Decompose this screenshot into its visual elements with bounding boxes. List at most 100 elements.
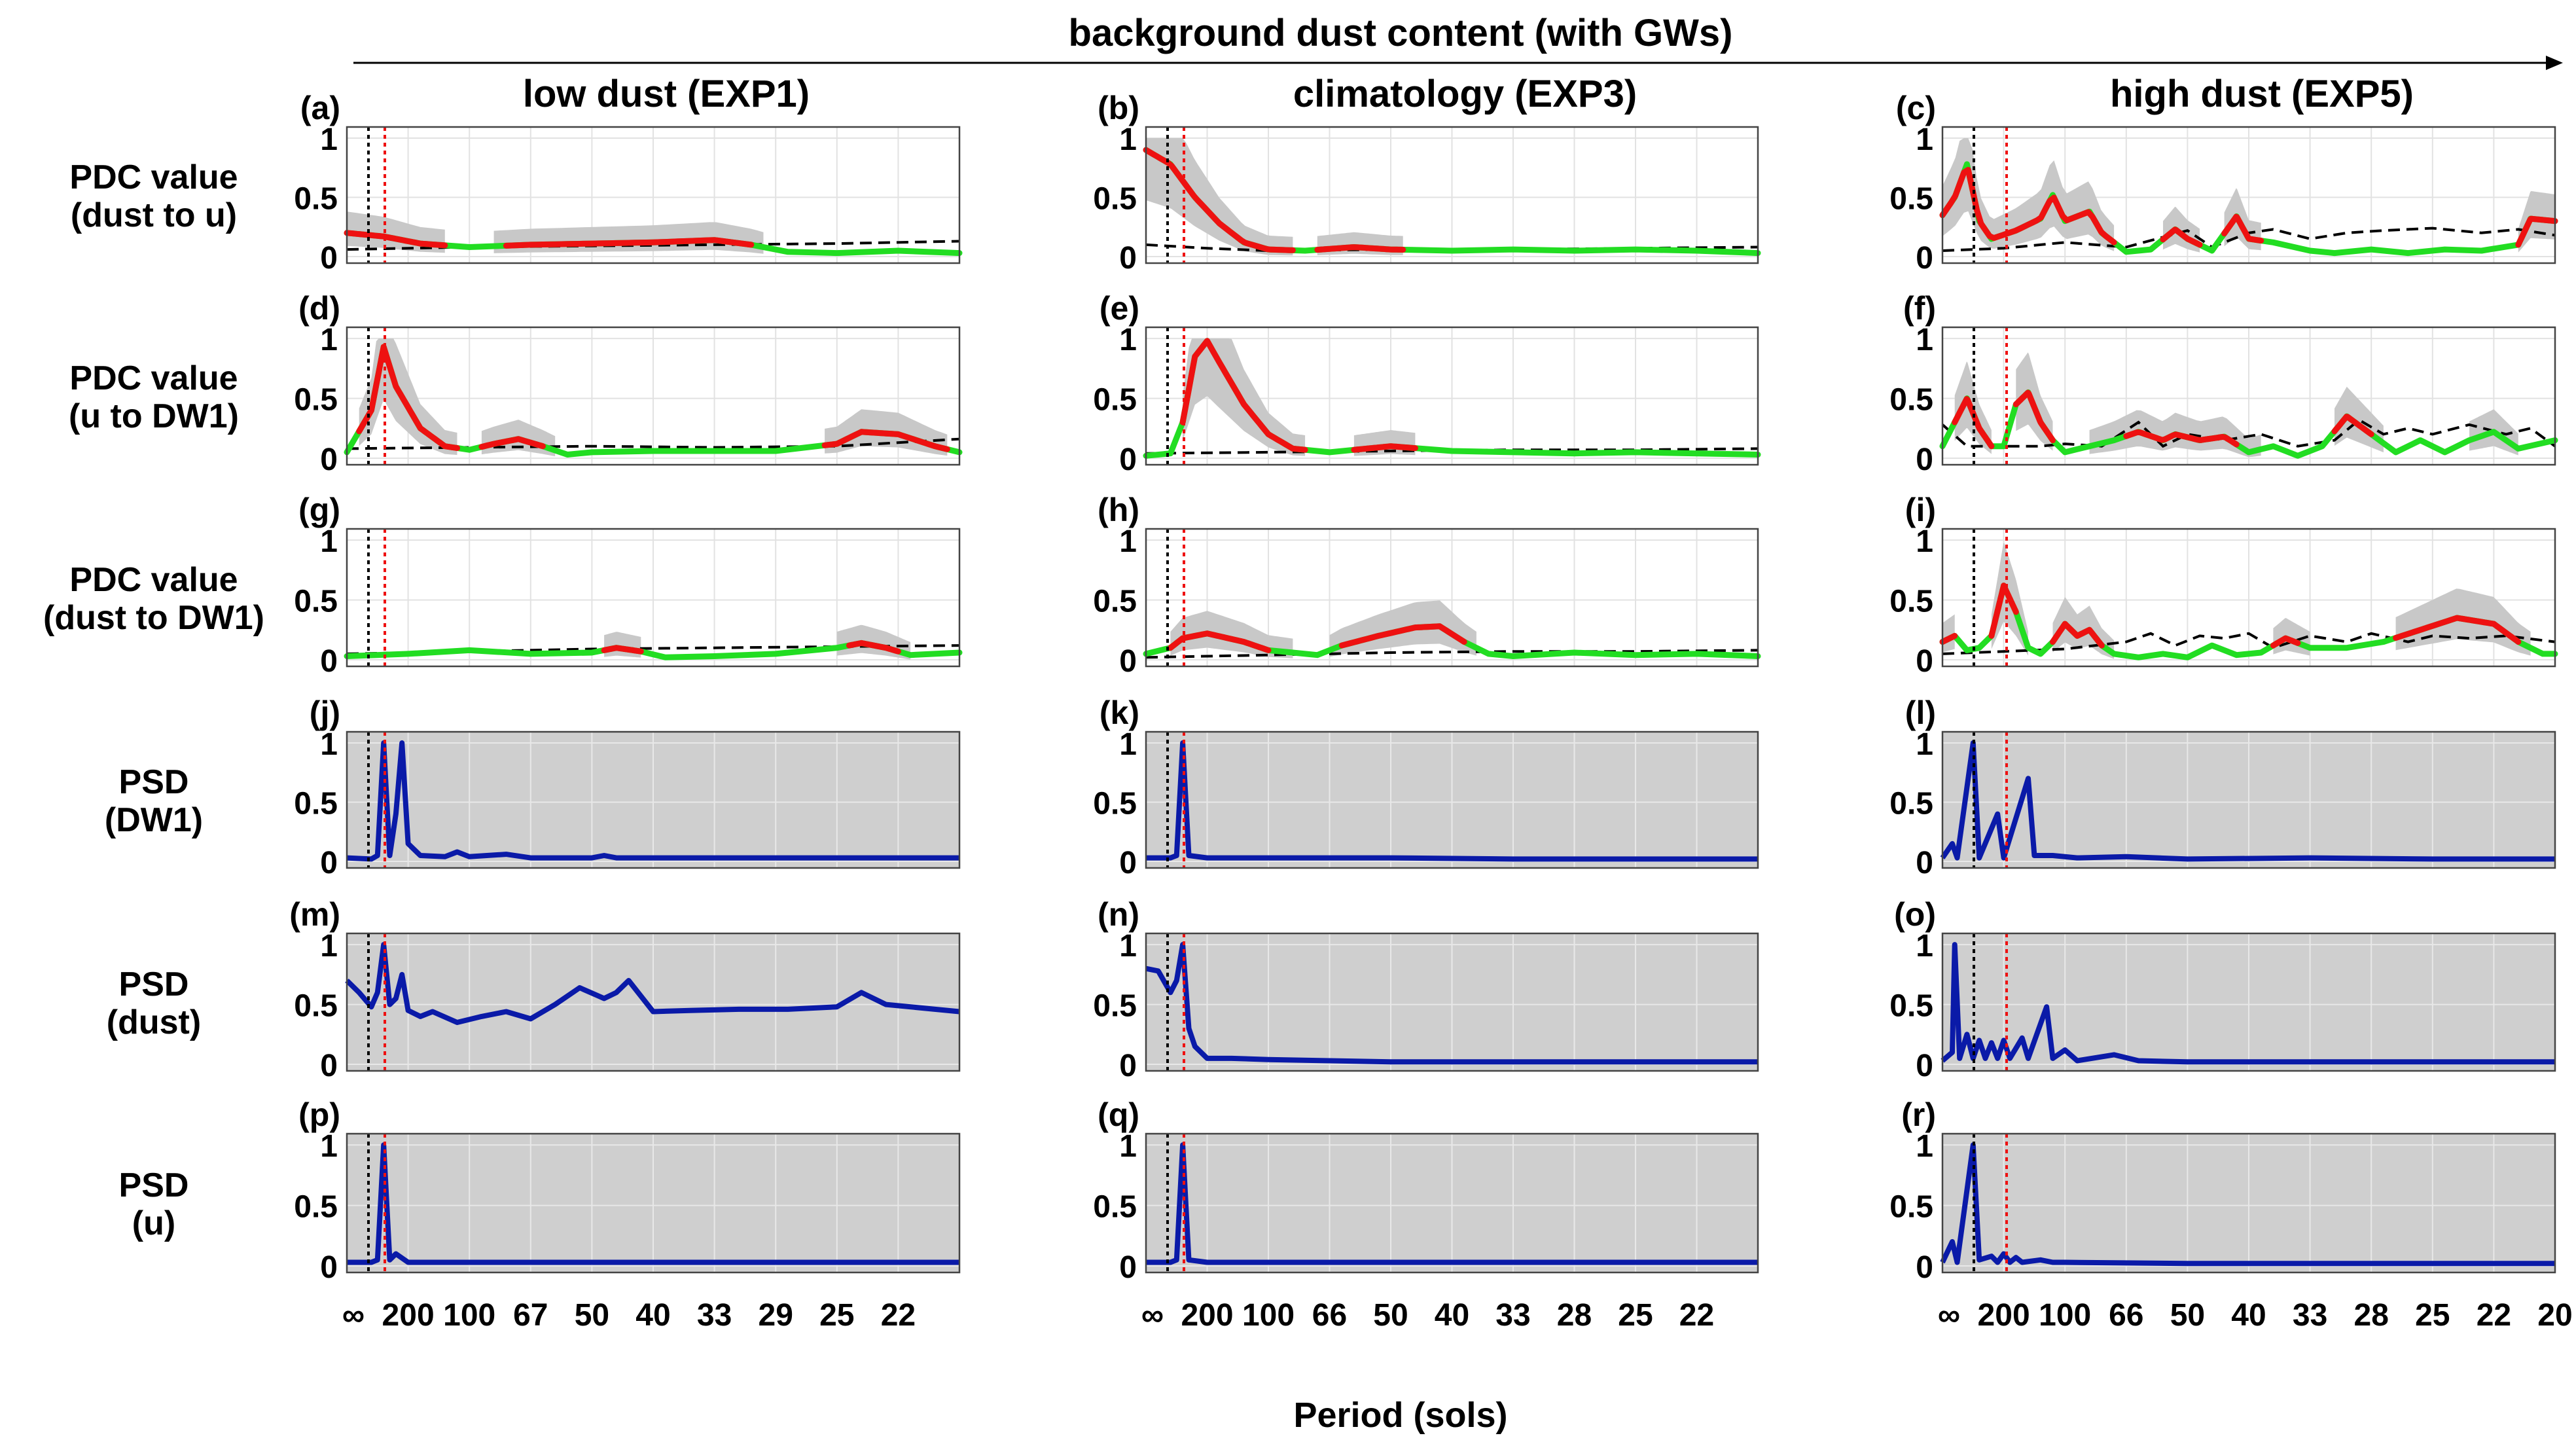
panel-letter: (r)	[1901, 1096, 1936, 1133]
pdc-curve-significant	[1179, 338, 1308, 453]
y-tick-label: 0.5	[1889, 1190, 1933, 1225]
row-label-0-1: (dust to u)	[71, 196, 237, 234]
y-tick-label: 0	[320, 846, 338, 880]
y-tick-label: 1	[320, 323, 338, 357]
y-tick-label: 0.5	[1889, 989, 1933, 1024]
panel-letter: (l)	[1905, 694, 1936, 731]
panel-d: 1 0.5 0 (d)	[294, 290, 963, 477]
y-tick-label: 0	[1916, 1049, 1933, 1083]
y-tick-label: 1	[1916, 727, 1933, 762]
significance-threshold	[1145, 447, 1759, 455]
y-tick-label: 0	[320, 1250, 338, 1285]
pdc-curve-significant	[2221, 213, 2264, 244]
significance-threshold	[1942, 632, 2556, 655]
y-tick-label: 0.5	[1889, 182, 1933, 217]
x-tick-label: 100	[443, 1298, 495, 1333]
panel-letter: (e)	[1100, 290, 1139, 327]
panel-q: 1 0.5 0 (q)	[1093, 1096, 1759, 1285]
panel-a: 1 0.5 0 (a)	[294, 90, 963, 276]
pdc-curve-significant	[2050, 621, 2105, 649]
row-label-4-1: (dust)	[107, 1003, 201, 1041]
psd-curve	[1941, 942, 2555, 1065]
x-tick-label: 66	[2109, 1298, 2143, 1333]
pdc-curve-significant	[821, 429, 950, 452]
panel-c: 1 0.5 0 (c)	[1889, 90, 2558, 276]
y-tick-label: 0.5	[1889, 585, 1933, 619]
panel-g: 1 0.5 0 (g)	[294, 492, 963, 679]
x-tick-label: 50	[1373, 1298, 1408, 1333]
significance-threshold	[1145, 649, 1759, 659]
y-tick-label: 0	[1119, 644, 1137, 679]
panel-letter: (b)	[1098, 90, 1139, 126]
y-tick-label: 0.5	[1093, 989, 1137, 1024]
uncertainty-band	[1183, 338, 1306, 456]
significance-threshold	[1942, 226, 2556, 252]
x-tick-label: 22	[881, 1298, 916, 1333]
panel-frame	[1145, 932, 1759, 1072]
pdc-curve-significant	[1939, 167, 2117, 245]
y-tick-label: 0.5	[294, 1190, 338, 1225]
y-tick-label: 0.5	[294, 585, 338, 619]
panel-letter: (n)	[1098, 896, 1139, 933]
pdc-curve-significant	[1952, 396, 1995, 450]
row-label-1-0: PDC value	[69, 359, 238, 397]
pdc-curve-significant	[344, 230, 448, 249]
y-tick-label: 0.5	[1093, 1190, 1137, 1225]
x-tick-label: 33	[2293, 1298, 2327, 1333]
panel-frame	[346, 126, 961, 264]
uncertainty-band	[2224, 188, 2261, 251]
x-tick-label: 33	[1495, 1298, 1530, 1333]
panel-frame	[346, 932, 961, 1072]
psd-curve	[1146, 1142, 1758, 1265]
x-tick-label: 40	[635, 1298, 670, 1333]
psd-curve	[346, 740, 959, 862]
pdc-curve-significant	[478, 436, 546, 450]
panel-letter: (c)	[1896, 90, 1936, 126]
psd-curve	[347, 1142, 959, 1265]
x-axis-label: Period (sols)	[1293, 1396, 1507, 1435]
pdc-curve-significant	[846, 640, 901, 655]
y-tick-label: 1	[1916, 1129, 1933, 1164]
x-tick-label: 20	[2537, 1298, 2572, 1333]
y-tick-label: 0	[1916, 442, 1933, 477]
y-tick-label: 0.5	[294, 787, 338, 821]
panel-letter: (o)	[1894, 896, 1936, 933]
pdc-curve-significant	[1143, 147, 1296, 253]
y-tick-label: 0.5	[1093, 585, 1137, 619]
row-label-4-0: PSD	[119, 965, 189, 1003]
panel-m: 1 0.5 0 (m)	[289, 896, 961, 1083]
panel-b: 1 0.5 0 (b)	[1093, 90, 1761, 276]
row-label-1-1: (u to DW1)	[69, 397, 239, 435]
panel-j: 1 0.5 0 (j)	[294, 694, 961, 880]
x-tick-label: 33	[697, 1298, 732, 1333]
row-label-5-1: (u)	[132, 1204, 175, 1242]
y-tick-label: 0	[1119, 442, 1137, 477]
panel-frame	[1941, 326, 2556, 466]
x-tick-label: 40	[2231, 1298, 2266, 1333]
figure-header: background dust content (with GWs)	[353, 12, 2563, 70]
pdc-curve-significant	[356, 344, 460, 451]
panel-letter: (a)	[300, 90, 340, 126]
y-tick-label: 1	[1119, 929, 1137, 964]
y-tick-label: 0.5	[294, 989, 338, 1024]
row-label-2-0: PDC value	[69, 561, 238, 599]
y-tick-label: 0.5	[294, 383, 338, 418]
row-label-3-0: PSD	[119, 763, 189, 801]
panel-r: 1 0.5 0 (r)	[1889, 1096, 2556, 1285]
x-tick-label: 28	[1557, 1298, 1592, 1333]
column-title-2: high dust (EXP5)	[2110, 73, 2414, 115]
y-tick-label: 1	[1916, 929, 1933, 964]
y-tick-label: 0	[1119, 241, 1137, 276]
panel-letter: (g)	[298, 492, 340, 528]
panel-frame	[1941, 730, 2556, 869]
top-title: background dust content (with GWs)	[1069, 12, 1733, 54]
pdc-curve-significant	[1338, 623, 1467, 649]
panel-frame	[346, 1132, 961, 1274]
y-tick-label: 0	[320, 1049, 338, 1083]
panel-p: 1 0.5 0 (p)	[294, 1096, 961, 1285]
y-tick-label: 1	[1916, 524, 1933, 559]
row-label-0-0: PDC value	[69, 158, 238, 196]
y-tick-label: 0	[320, 241, 338, 276]
row-label-3-1: (DW1)	[105, 801, 203, 839]
psd-curve	[1146, 740, 1758, 862]
